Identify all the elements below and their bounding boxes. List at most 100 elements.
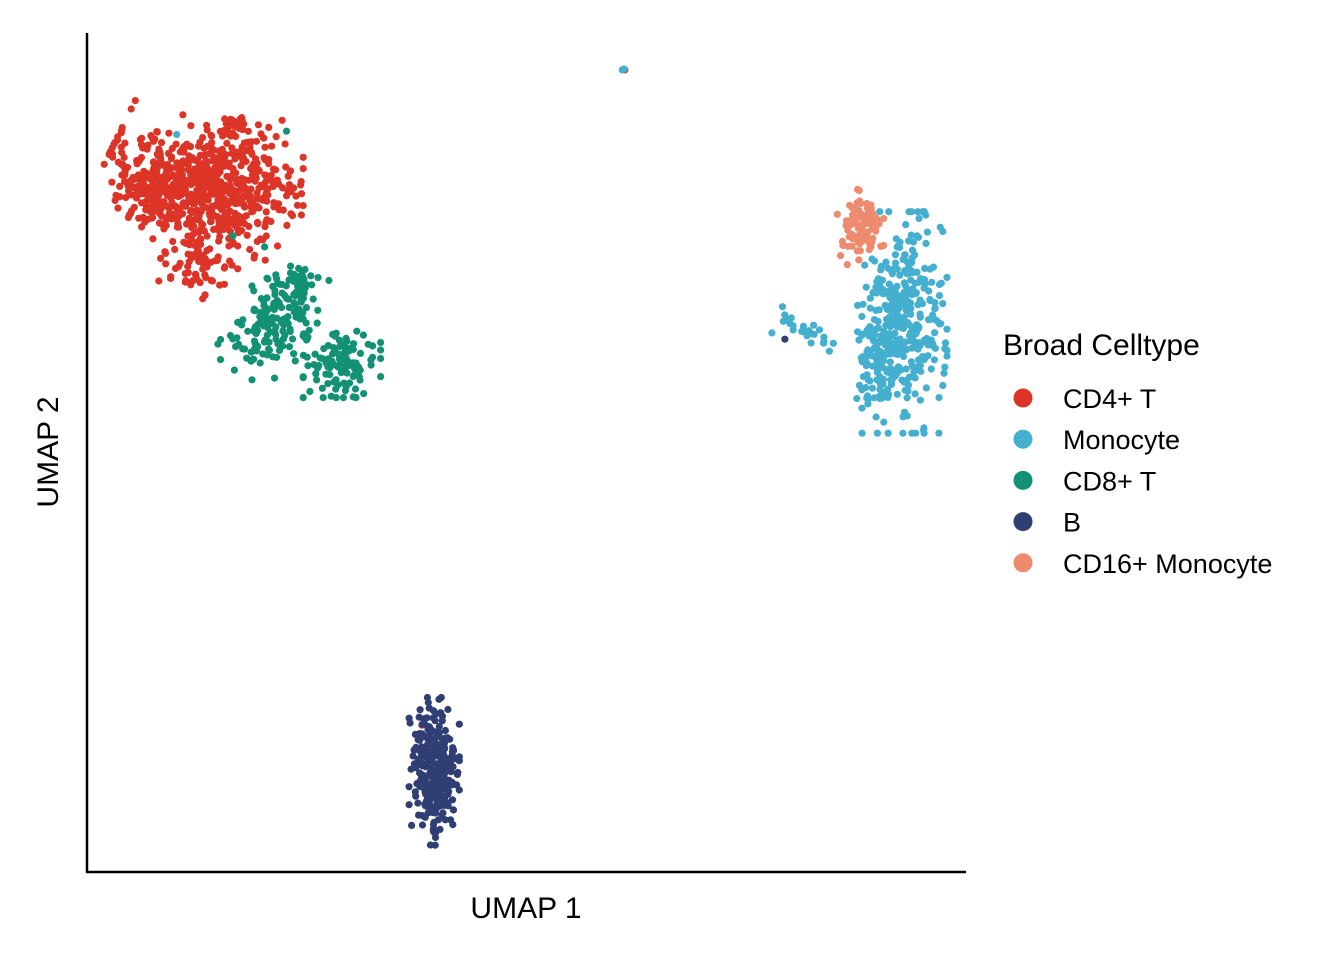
data-point (855, 336, 863, 344)
data-point (428, 755, 436, 763)
data-point (182, 239, 190, 247)
data-point (911, 390, 919, 398)
data-point (262, 232, 270, 240)
legend-label-cd16-monocyte: CD16+ Monocyte (1063, 549, 1272, 579)
series-cd4-t (100, 66, 629, 838)
data-point (438, 765, 446, 773)
data-point (409, 752, 417, 760)
data-point (314, 364, 322, 372)
data-point (206, 150, 214, 158)
data-point (441, 758, 449, 767)
data-point (219, 199, 227, 207)
data-point (453, 770, 461, 779)
data-point (927, 314, 936, 322)
data-point (867, 352, 876, 360)
data-point (255, 204, 263, 212)
data-point (455, 720, 463, 728)
data-point (926, 265, 934, 273)
data-point (165, 149, 173, 157)
data-point (449, 821, 457, 829)
data-point (899, 429, 907, 437)
data-point (820, 339, 828, 347)
series-cd16-monocyte (833, 185, 888, 269)
legend-key-b (1013, 512, 1033, 532)
data-point (853, 247, 862, 255)
data-point (415, 811, 423, 819)
data-point (356, 376, 364, 384)
data-point (180, 148, 188, 156)
data-point (854, 328, 862, 336)
data-point (253, 218, 262, 226)
data-point (906, 299, 915, 307)
data-point (455, 786, 463, 794)
data-point (212, 225, 220, 233)
data-point (418, 720, 426, 728)
data-point (858, 404, 866, 412)
data-point (418, 821, 427, 829)
data-point (377, 346, 385, 354)
data-point (281, 331, 289, 339)
data-point (351, 385, 360, 393)
data-point (270, 203, 278, 211)
data-point (911, 330, 920, 338)
data-point (243, 354, 251, 362)
data-point (907, 231, 915, 239)
data-point (420, 751, 428, 759)
data-point (127, 183, 135, 191)
data-point (880, 214, 888, 223)
data-point (282, 127, 291, 135)
data-point (173, 130, 181, 139)
data-point (167, 273, 175, 281)
data-point (897, 366, 905, 374)
data-point (292, 192, 300, 200)
data-point (903, 290, 912, 298)
data-point (208, 182, 216, 190)
data-point (851, 233, 859, 241)
data-point (286, 167, 295, 175)
data-point (873, 278, 881, 286)
data-point (207, 131, 215, 139)
data-point (176, 204, 184, 213)
data-point (915, 214, 923, 223)
data-point (866, 294, 875, 302)
data-point (273, 242, 282, 250)
data-point (908, 362, 916, 370)
data-point (858, 312, 866, 321)
data-point (285, 303, 293, 312)
data-point (110, 140, 118, 148)
data-point (299, 202, 307, 210)
legend-label-cd8-t: CD8+ T (1063, 466, 1156, 496)
data-point (195, 142, 203, 150)
data-point (277, 318, 286, 326)
data-point (251, 251, 259, 259)
data-point (879, 380, 887, 388)
data-point (169, 171, 177, 179)
data-point (235, 340, 243, 348)
data-point (406, 719, 414, 727)
data-point (290, 350, 298, 358)
data-point (893, 265, 901, 273)
data-point (291, 357, 299, 365)
data-point (853, 394, 861, 403)
data-point (825, 347, 834, 355)
data-point (155, 277, 163, 285)
data-point (263, 351, 271, 359)
data-point (192, 249, 200, 257)
data-point (848, 242, 856, 250)
data-point (198, 194, 206, 202)
data-point (202, 273, 210, 282)
data-point (876, 208, 884, 216)
data-point (867, 243, 875, 251)
data-point (187, 122, 195, 130)
data-point (929, 342, 937, 350)
data-point (124, 213, 132, 221)
data-point (158, 220, 166, 228)
data-point (428, 780, 436, 789)
data-point (877, 333, 885, 341)
data-point (304, 362, 312, 370)
data-point (904, 319, 912, 327)
data-point (187, 281, 195, 289)
data-point (220, 212, 229, 220)
data-point (939, 381, 947, 390)
data-point (424, 761, 432, 769)
